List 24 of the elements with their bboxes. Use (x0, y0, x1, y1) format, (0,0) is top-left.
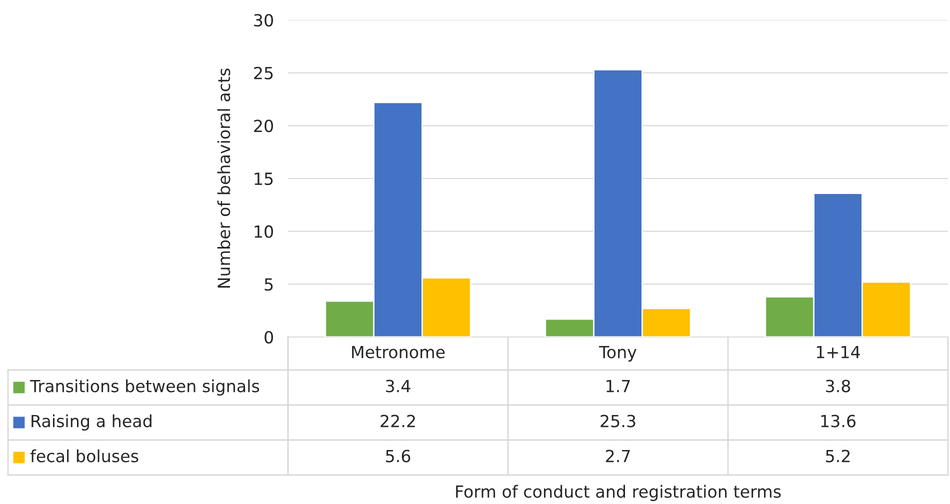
data-label: 5.2 (826, 450, 850, 462)
x-tick-label: Tony (598, 346, 636, 362)
legend-label: fecal boluses (30, 449, 138, 462)
data-label: 5.6 (386, 450, 410, 462)
y-tick-label: 20 (254, 120, 274, 132)
text: Form of conduct and registration terms (456, 484, 781, 502)
x-tick-label: Metronome (352, 346, 445, 358)
data-label: 13.6 (821, 414, 856, 428)
legend-label: Transitions between signals (30, 379, 260, 396)
y-tick-label: 25 (254, 66, 273, 80)
data-label: 22.2 (380, 414, 415, 428)
y-tick-label: 5 (264, 278, 273, 291)
y-tick-label: 10 (254, 225, 274, 238)
y-tick-label: 30 (254, 14, 274, 27)
data-label: 3.8 (826, 380, 850, 392)
data-label: 25.3 (600, 414, 636, 428)
data-label: 1.7 (606, 380, 630, 392)
y-tick-label: 15 (254, 172, 273, 186)
data-label: 3.4 (386, 380, 410, 392)
x-tick-label: 1+14 (816, 346, 860, 358)
y-tick-label: 0 (264, 330, 274, 344)
legend-label: Raising a head (32, 414, 152, 431)
y-axis-title: Number of behavioral acts (217, 68, 230, 288)
data-label: 2.7 (606, 450, 630, 462)
